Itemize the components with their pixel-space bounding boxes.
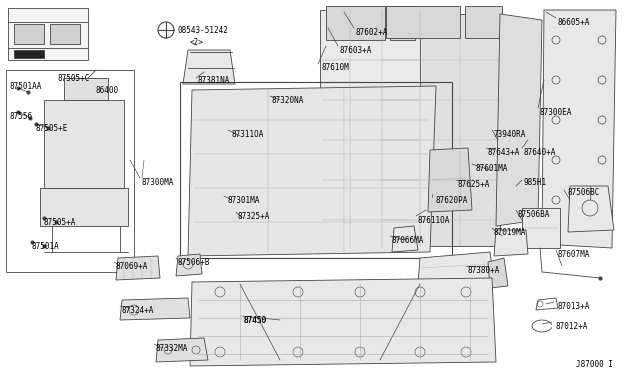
Bar	[180, 82, 452, 258]
Text: 87640+A: 87640+A	[524, 148, 556, 157]
Text: 87019MA: 87019MA	[494, 228, 526, 237]
Text: 87501A: 87501A	[32, 242, 60, 251]
Polygon shape	[156, 338, 208, 362]
Text: 87013+A: 87013+A	[558, 302, 590, 311]
Polygon shape	[64, 78, 108, 100]
Polygon shape	[380, 14, 500, 246]
Polygon shape	[8, 8, 88, 60]
Polygon shape	[392, 226, 418, 252]
Text: 87506BC: 87506BC	[567, 188, 600, 197]
Text: <2>: <2>	[190, 38, 204, 47]
Text: J87000 I: J87000 I	[576, 360, 613, 369]
Text: 87603+A: 87603+A	[340, 46, 372, 55]
Text: 87620PA: 87620PA	[436, 196, 468, 205]
Text: 87643+A: 87643+A	[488, 148, 520, 157]
Polygon shape	[428, 148, 472, 212]
Text: 87501AA: 87501AA	[10, 82, 42, 91]
Text: 87300MA: 87300MA	[142, 178, 174, 187]
Polygon shape	[183, 50, 235, 84]
Polygon shape	[390, 6, 415, 40]
Text: 87325+A: 87325+A	[238, 212, 270, 221]
Polygon shape	[40, 188, 128, 226]
Text: 87301MA: 87301MA	[228, 196, 260, 205]
Polygon shape	[418, 252, 494, 284]
Polygon shape	[326, 6, 385, 40]
Polygon shape	[542, 10, 616, 248]
Text: 87506+B: 87506+B	[178, 258, 211, 267]
Text: 87506BA: 87506BA	[518, 210, 550, 219]
Polygon shape	[496, 14, 542, 226]
Polygon shape	[116, 256, 160, 280]
Text: 87320NA: 87320NA	[272, 96, 305, 105]
Polygon shape	[522, 208, 560, 248]
Polygon shape	[50, 24, 80, 44]
Text: 87610M: 87610M	[322, 63, 349, 72]
Text: 86400: 86400	[96, 86, 119, 95]
Polygon shape	[188, 86, 436, 256]
Polygon shape	[465, 6, 502, 38]
Text: 08543-51242: 08543-51242	[178, 26, 229, 35]
Text: 73940RA: 73940RA	[494, 130, 526, 139]
Text: 87505+C: 87505+C	[58, 74, 90, 83]
Text: 87505+E: 87505+E	[36, 124, 68, 133]
Polygon shape	[14, 50, 44, 58]
Text: 87505+A: 87505+A	[44, 218, 76, 227]
Text: 87012+A: 87012+A	[555, 322, 588, 331]
Text: 87381NA: 87381NA	[198, 76, 230, 85]
Text: 87324+A: 87324+A	[122, 306, 154, 315]
Polygon shape	[44, 100, 124, 188]
Text: 87332MA: 87332MA	[156, 344, 188, 353]
Text: 87069+A: 87069+A	[116, 262, 148, 271]
Text: 87066MA: 87066MA	[392, 236, 424, 245]
Polygon shape	[320, 10, 420, 250]
Text: 87311OA: 87311OA	[232, 130, 264, 139]
Polygon shape	[568, 186, 614, 232]
Text: 87556: 87556	[10, 112, 33, 121]
Polygon shape	[176, 254, 202, 276]
Text: 87380+A: 87380+A	[468, 266, 500, 275]
Text: 87300EA: 87300EA	[540, 108, 572, 117]
Text: 87601MA: 87601MA	[475, 164, 508, 173]
Text: 87607MA: 87607MA	[558, 250, 590, 259]
Polygon shape	[494, 230, 528, 256]
Text: 87602+A: 87602+A	[355, 28, 387, 37]
Text: 87625+A: 87625+A	[458, 180, 490, 189]
Polygon shape	[120, 298, 190, 320]
Text: 87611OA: 87611OA	[418, 216, 451, 225]
Polygon shape	[14, 24, 44, 44]
Polygon shape	[190, 278, 496, 366]
Text: 87450: 87450	[244, 316, 267, 325]
Polygon shape	[386, 6, 460, 38]
Polygon shape	[6, 70, 134, 272]
Text: 985H1: 985H1	[524, 178, 547, 187]
Text: 87450: 87450	[244, 316, 267, 325]
Text: 86605+A: 86605+A	[558, 18, 590, 27]
Polygon shape	[488, 258, 508, 288]
Polygon shape	[536, 298, 558, 310]
